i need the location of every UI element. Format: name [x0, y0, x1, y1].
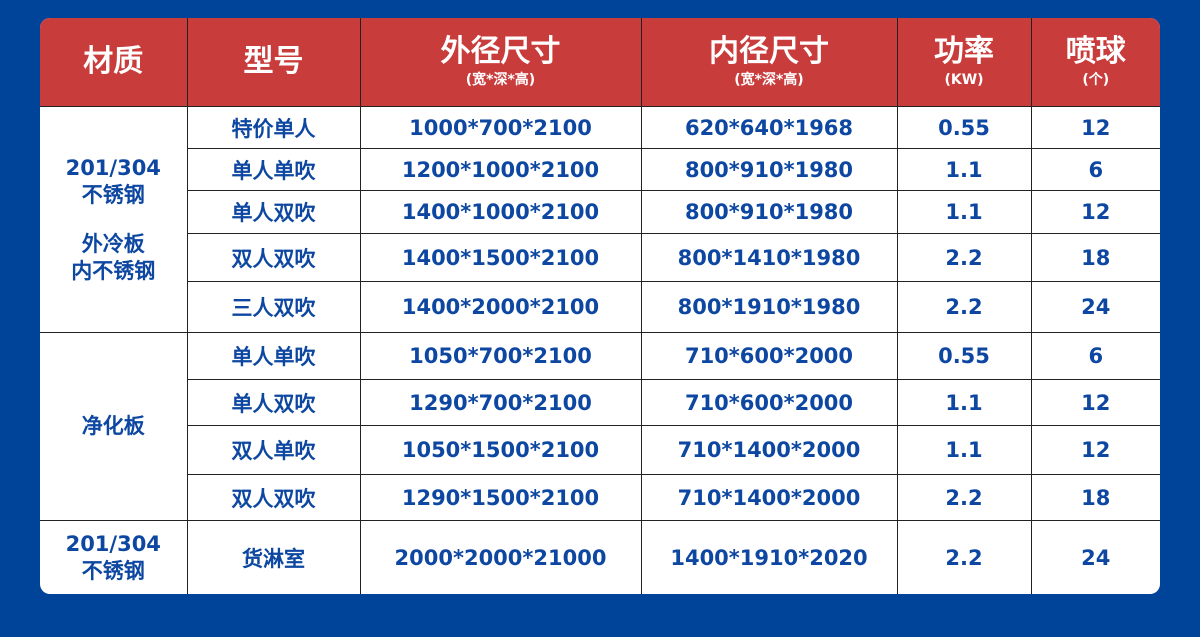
inner-size-cell: 710*1400*2000 [640, 474, 898, 521]
power-cell: 2.2 [896, 281, 1032, 333]
header-material: 材质 [40, 18, 188, 107]
header-inner-size: 内径尺寸 (宽*深*高) [640, 18, 898, 107]
spray-nozzles-cell: 12 [1030, 106, 1160, 149]
inner-size-cell: 800*1410*1980 [640, 233, 898, 282]
outer-size-cell: 1400*1500*2100 [359, 233, 642, 282]
spray-nozzles-cell: 24 [1030, 520, 1160, 594]
material-text: 外冷板 [81, 231, 145, 256]
inner-size-cell: 710*600*2000 [640, 332, 898, 380]
table-row: 双人双吹 1290*1500*2100 710*1400*2000 2.2 18 [40, 474, 1160, 521]
table-row: 单人单吹 1200*1000*2100 800*910*1980 1.1 6 [40, 148, 1160, 191]
spray-nozzles-cell: 6 [1030, 332, 1160, 380]
model-cell: 双人双吹 [187, 474, 361, 521]
spray-nozzles-cell: 12 [1030, 425, 1160, 475]
power-cell: 1.1 [896, 190, 1032, 234]
model-cell: 三人双吹 [187, 281, 361, 333]
power-cell: 2.2 [896, 233, 1032, 282]
power-cell: 2.2 [896, 474, 1032, 521]
inner-size-cell: 1400*1910*2020 [640, 520, 898, 594]
spec-table: 材质 型号 外径尺寸 (宽*深*高) 内径尺寸 (宽*深*高) 功率 (KW) 喷球 (个) 20… [40, 18, 1160, 594]
material-text: 201/304 [65, 531, 161, 556]
outer-size-cell: 1000*700*2100 [359, 106, 642, 149]
table-row: 201/304 不锈钢 货淋室 2000*2000*21000 1400*1910*20… [40, 520, 1160, 594]
material-text: 不锈钢 [81, 558, 145, 583]
header-unit: (宽*深*高) [465, 72, 536, 88]
inner-size-cell: 800*910*1980 [640, 190, 898, 234]
table-row: 单人双吹 1400*1000*2100 800*910*1980 1.1 12 [40, 190, 1160, 234]
spray-nozzles-cell: 12 [1030, 379, 1160, 426]
spray-nozzles-cell: 24 [1030, 281, 1160, 333]
spray-nozzles-cell: 6 [1030, 148, 1160, 191]
table-row: 三人双吹 1400*2000*2100 800*1910*1980 2.2 24 [40, 281, 1160, 333]
header-label: 外径尺寸 [440, 34, 561, 69]
header-model: 型号 [186, 18, 361, 107]
header-label: 喷球 [1065, 34, 1126, 69]
material-cell: 净化板 [40, 332, 188, 521]
inner-size-cell: 710*1400*2000 [640, 425, 898, 475]
header-unit: (宽*深*高) [734, 72, 804, 88]
model-cell: 单人单吹 [186, 332, 361, 380]
outer-size-cell: 1400*1000*2100 [359, 190, 642, 234]
outer-size-cell: 1050*1500*2100 [359, 425, 642, 475]
header-spray-nozzles: 喷球 (个) [1030, 18, 1160, 107]
power-cell: 2.2 [896, 520, 1032, 594]
header-unit: (KW) [944, 72, 984, 88]
table-row: 双人双吹 1400*1500*2100 800*1410*1980 2.2 18 [40, 233, 1160, 282]
header-power: 功率 (KW) [896, 18, 1032, 107]
table-row: 单人双吹 1290*700*2100 710*600*2000 1.1 12 [40, 379, 1160, 426]
outer-size-cell: 1290*700*2100 [359, 379, 642, 426]
spray-nozzles-cell: 18 [1030, 474, 1160, 521]
header-unit: (个) [1082, 72, 1110, 88]
header-label: 材质 [83, 44, 144, 79]
outer-size-cell: 1200*1000*2100 [359, 148, 642, 191]
header-label: 功率 [934, 34, 994, 69]
outer-size-cell: 2000*2000*21000 [359, 520, 642, 594]
spray-nozzles-cell: 12 [1030, 190, 1160, 234]
spray-nozzles-cell: 18 [1030, 233, 1160, 282]
outer-size-cell: 1400*2000*2100 [359, 281, 642, 333]
inner-size-cell: 800*910*1980 [640, 148, 898, 191]
material-text: 净化板 [81, 414, 145, 438]
material-cell: 201/304 不锈钢外冷板 内不锈钢 [40, 106, 188, 333]
material-text: 201/304 [65, 155, 161, 180]
material-text: 内不锈钢 [71, 258, 156, 283]
header-label: 内径尺寸 [709, 34, 829, 69]
material-text: 不锈钢 [81, 182, 145, 207]
model-cell: 双人单吹 [187, 425, 361, 475]
model-cell: 特价单人 [186, 106, 361, 149]
power-cell: 1.1 [896, 379, 1032, 426]
table-row: 净化板 单人单吹 1050*700*2100 710*600*2000 0.55 6 [40, 332, 1160, 521]
model-cell: 单人双吹 [187, 379, 361, 426]
model-cell: 单人单吹 [187, 148, 361, 191]
model-cell: 货淋室 [186, 520, 361, 594]
outer-size-cell: 1050*700*2100 [359, 332, 642, 380]
outer-size-cell: 1290*1500*2100 [359, 474, 642, 521]
inner-size-cell: 620*640*1968 [640, 106, 898, 149]
table-row: 双人单吹 1050*1500*2100 710*1400*2000 1.1 12 [40, 425, 1160, 475]
material-cell: 201/304 不锈钢 [40, 520, 188, 594]
spec-table-card: 材质 型号 外径尺寸 (宽*深*高) 内径尺寸 (宽*深*高) 功率 (KW) 喷球 (个) 20… [40, 18, 1160, 594]
model-cell: 双人双吹 [187, 233, 361, 282]
inner-size-cell: 710*600*2000 [640, 379, 898, 426]
power-cell: 1.1 [896, 148, 1032, 191]
model-cell: 单人双吹 [187, 190, 361, 234]
header-label: 型号 [243, 44, 304, 79]
header-row: 材质 型号 外径尺寸 (宽*深*高) 内径尺寸 (宽*深*高) 功率 (KW) 喷球 (个) [40, 18, 1160, 107]
power-cell: 0.55 [896, 332, 1032, 380]
table-row: 201/304 不锈钢 外冷板 内不锈钢 特价单人 1000*700*2100 620*64… [40, 106, 1160, 333]
power-cell: 0.55 [896, 106, 1032, 149]
header-outer-size: 外径尺寸 (宽*深*高) [359, 18, 642, 107]
power-cell: 1.1 [896, 425, 1032, 475]
inner-size-cell: 800*1910*1980 [640, 281, 898, 333]
